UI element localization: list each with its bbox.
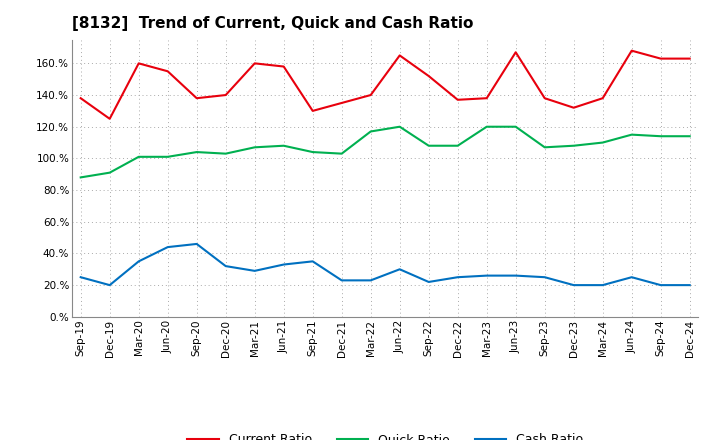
Text: [8132]  Trend of Current, Quick and Cash Ratio: [8132] Trend of Current, Quick and Cash … (72, 16, 473, 32)
Current Ratio (657, 56, 665, 61)
Cash Ratio (598, 282, 607, 288)
Current Ratio (366, 92, 375, 98)
Cash Ratio (627, 275, 636, 280)
Quick Ratio (424, 143, 433, 148)
Current Ratio (221, 92, 230, 98)
Current Ratio (251, 61, 259, 66)
Cash Ratio (657, 282, 665, 288)
Cash Ratio (424, 279, 433, 285)
Current Ratio (308, 108, 317, 114)
Quick Ratio (135, 154, 143, 159)
Cash Ratio (541, 275, 549, 280)
Current Ratio (338, 100, 346, 106)
Quick Ratio (570, 143, 578, 148)
Quick Ratio (366, 129, 375, 134)
Quick Ratio (279, 143, 288, 148)
Quick Ratio (454, 143, 462, 148)
Current Ratio (598, 95, 607, 101)
Current Ratio (541, 95, 549, 101)
Quick Ratio (308, 150, 317, 155)
Cash Ratio (221, 264, 230, 269)
Quick Ratio (192, 150, 201, 155)
Cash Ratio (395, 267, 404, 272)
Current Ratio (627, 48, 636, 53)
Current Ratio (135, 61, 143, 66)
Cash Ratio (251, 268, 259, 274)
Line: Cash Ratio: Cash Ratio (81, 244, 690, 285)
Quick Ratio (511, 124, 520, 129)
Current Ratio (482, 95, 491, 101)
Current Ratio (395, 53, 404, 58)
Cash Ratio (135, 259, 143, 264)
Current Ratio (163, 69, 172, 74)
Current Ratio (454, 97, 462, 103)
Quick Ratio (598, 140, 607, 145)
Cash Ratio (279, 262, 288, 267)
Cash Ratio (366, 278, 375, 283)
Legend: Current Ratio, Quick Ratio, Cash Ratio: Current Ratio, Quick Ratio, Cash Ratio (182, 429, 588, 440)
Quick Ratio (251, 145, 259, 150)
Cash Ratio (570, 282, 578, 288)
Current Ratio (424, 73, 433, 79)
Quick Ratio (627, 132, 636, 137)
Cash Ratio (511, 273, 520, 278)
Current Ratio (570, 105, 578, 110)
Quick Ratio (338, 151, 346, 156)
Cash Ratio (192, 241, 201, 246)
Line: Current Ratio: Current Ratio (81, 51, 690, 119)
Cash Ratio (338, 278, 346, 283)
Current Ratio (511, 50, 520, 55)
Current Ratio (76, 95, 85, 101)
Line: Quick Ratio: Quick Ratio (81, 127, 690, 177)
Quick Ratio (76, 175, 85, 180)
Cash Ratio (454, 275, 462, 280)
Cash Ratio (482, 273, 491, 278)
Quick Ratio (105, 170, 114, 175)
Quick Ratio (163, 154, 172, 159)
Quick Ratio (685, 134, 694, 139)
Cash Ratio (685, 282, 694, 288)
Current Ratio (685, 56, 694, 61)
Quick Ratio (482, 124, 491, 129)
Cash Ratio (163, 245, 172, 250)
Current Ratio (105, 116, 114, 121)
Quick Ratio (657, 134, 665, 139)
Current Ratio (192, 95, 201, 101)
Current Ratio (279, 64, 288, 69)
Cash Ratio (308, 259, 317, 264)
Quick Ratio (221, 151, 230, 156)
Quick Ratio (395, 124, 404, 129)
Cash Ratio (76, 275, 85, 280)
Cash Ratio (105, 282, 114, 288)
Quick Ratio (541, 145, 549, 150)
